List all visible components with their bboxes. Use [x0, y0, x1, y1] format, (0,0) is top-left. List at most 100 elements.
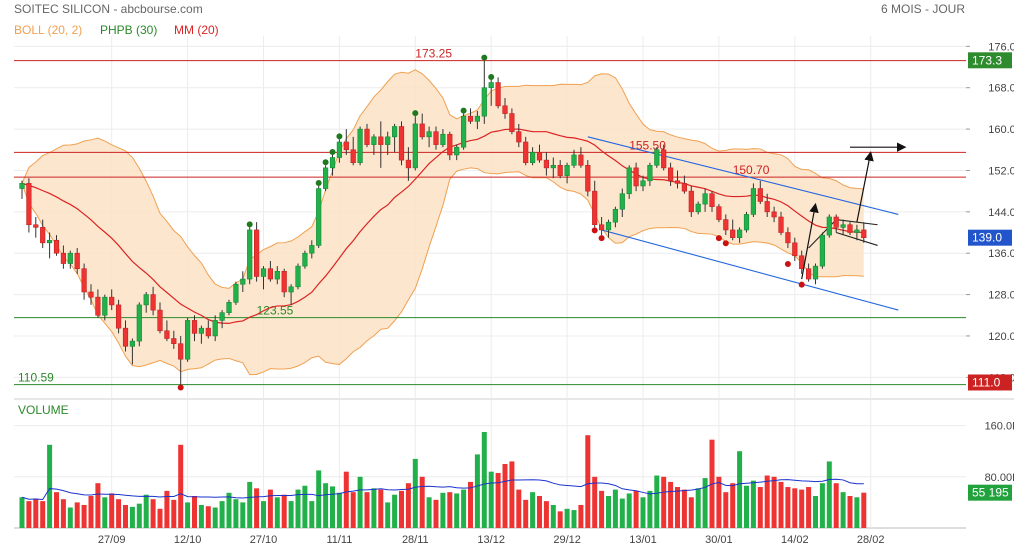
volume-bar — [771, 476, 777, 528]
volume-bar — [405, 483, 411, 528]
volume-bar — [109, 493, 115, 528]
volume-bar — [647, 490, 653, 528]
volume-bar — [136, 503, 142, 528]
y-tick-label: 120.0 — [988, 331, 1014, 343]
volume-bar — [688, 497, 694, 528]
volume-bar — [440, 492, 446, 528]
candle-body — [150, 294, 156, 311]
volume-bar — [226, 492, 232, 528]
volume-bar — [295, 489, 301, 528]
candle-body — [536, 152, 543, 161]
volume-bar — [861, 492, 867, 528]
candle-body — [205, 327, 211, 337]
volume-bar — [302, 485, 308, 528]
candle-body — [750, 188, 756, 215]
candle-body — [550, 164, 556, 169]
volume-bar — [840, 492, 846, 528]
volume-bar — [806, 487, 812, 528]
volume-bar — [357, 476, 363, 528]
level-label: 150.70 — [733, 163, 770, 177]
volume-bar — [454, 493, 460, 528]
candle-body — [378, 136, 384, 145]
volume-bar — [675, 487, 680, 528]
volume-bar — [737, 451, 743, 528]
candle-body — [385, 136, 391, 145]
candle-body — [53, 239, 60, 254]
volume-bar — [281, 494, 287, 528]
volume-bar — [399, 490, 404, 528]
candle-body — [771, 211, 777, 218]
candle-body — [667, 167, 674, 182]
candle-body — [302, 252, 308, 267]
volume-bar — [571, 510, 577, 528]
candle-body — [592, 190, 598, 226]
candle-body — [854, 229, 860, 233]
candle-body — [254, 229, 260, 277]
price-tag — [968, 229, 1012, 246]
volume-bar — [143, 494, 149, 528]
volume-bar — [164, 490, 170, 528]
volume-bar — [764, 475, 770, 528]
trend-line — [587, 136, 899, 215]
x-tick-label: 13/12 — [477, 534, 505, 546]
volume-bar — [392, 494, 398, 528]
bollinger-upper — [21, 69, 864, 289]
volume-bar — [129, 506, 135, 528]
candle-body — [398, 126, 405, 161]
chart-title: SOITEC SILICON - abcbourse.com — [14, 2, 203, 16]
volume-bar — [240, 502, 246, 528]
volume-bar — [316, 470, 322, 528]
volume-bar — [750, 480, 756, 528]
volume-bar — [447, 492, 453, 528]
phpb-high-marker — [488, 73, 495, 80]
phpb-low-marker — [784, 260, 791, 267]
candle-body — [143, 294, 149, 306]
candle-body — [516, 131, 522, 143]
candle-body — [129, 340, 136, 347]
candle-body — [647, 164, 653, 182]
volume-bar — [95, 483, 101, 528]
mm-20-line — [21, 128, 864, 325]
candle-body — [674, 180, 681, 184]
candle-body — [523, 141, 529, 163]
price-tags: 173.3 139.0 111.0 55 195 — [968, 52, 1012, 501]
candle-body — [60, 252, 66, 264]
candle-body — [260, 268, 267, 277]
price-tag-label: 139.0 — [972, 231, 1002, 245]
candle-body — [571, 154, 577, 166]
phpb-high-marker — [246, 221, 253, 228]
volume-bar — [550, 504, 556, 528]
candle-body — [460, 115, 467, 148]
volume-bar — [60, 499, 66, 528]
x-tick-label: 28/02 — [857, 534, 885, 546]
bollinger-fill — [22, 69, 864, 375]
phpb-low-marker — [598, 235, 605, 242]
volume-bar — [468, 481, 473, 528]
candle-body — [736, 229, 743, 238]
candle-body — [654, 149, 660, 166]
y-tick-label: 176.0 — [988, 41, 1014, 53]
volume-bar — [612, 489, 618, 528]
y-tick-label: 168.0 — [988, 83, 1014, 95]
candle-body — [102, 296, 108, 316]
candle-body — [226, 302, 232, 313]
trend-line — [601, 229, 899, 311]
volume-bar — [716, 476, 722, 528]
volume-average-line — [21, 478, 864, 501]
candle-body — [364, 128, 370, 145]
candle-body — [309, 245, 315, 254]
volume-bar — [254, 488, 260, 528]
volume-bar — [26, 501, 32, 528]
candle-body — [785, 232, 791, 244]
candle-body — [467, 115, 474, 122]
volume-tick-label: 160.0K — [985, 421, 1014, 433]
phpb-high-marker — [329, 148, 336, 155]
candle-body — [792, 242, 798, 257]
volume-bar — [681, 489, 687, 528]
candle-body — [619, 193, 625, 210]
volume-bar — [47, 444, 53, 528]
volume-bar — [833, 483, 839, 528]
volume-bar — [592, 476, 598, 528]
volume-bar — [557, 511, 563, 528]
